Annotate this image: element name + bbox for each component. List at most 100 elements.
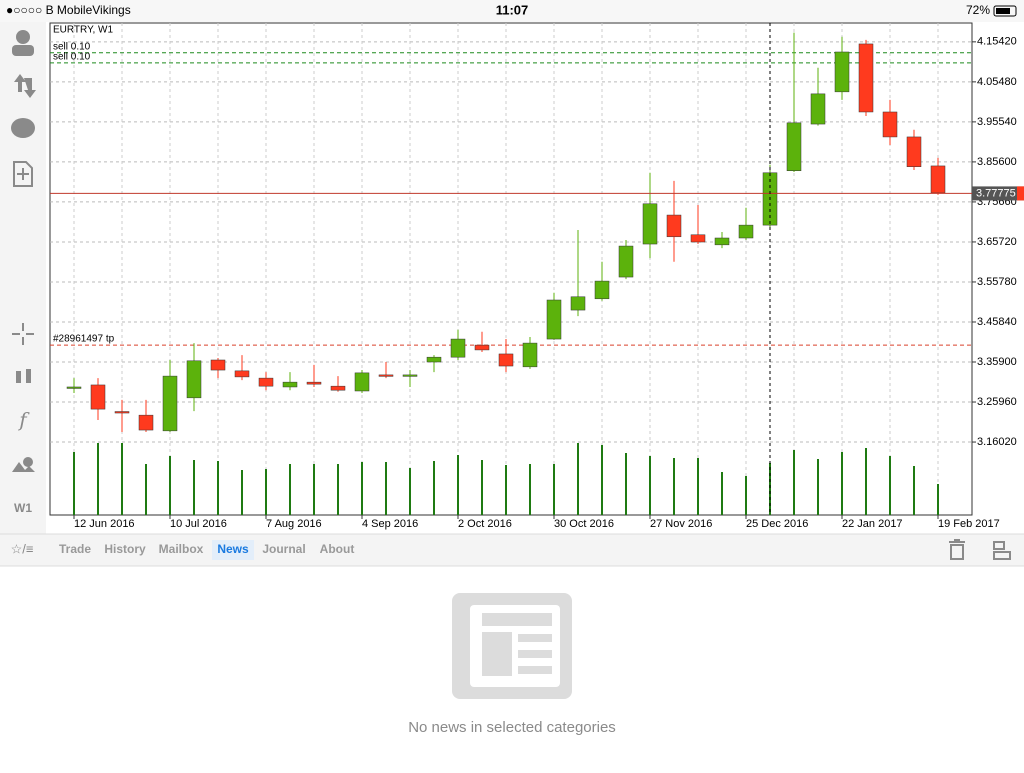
news-icon-photo xyxy=(482,632,512,676)
chart: 4.154204.054803.955403.856003.756603.657… xyxy=(50,23,1024,530)
candle-body xyxy=(426,356,442,363)
candle-body xyxy=(522,342,538,368)
favorites-icon[interactable]: ☆/≡ xyxy=(11,541,34,556)
volume-bar xyxy=(841,452,843,515)
news-icon-line xyxy=(518,634,552,642)
tab[interactable]: History xyxy=(104,542,146,556)
volume-bar xyxy=(625,453,627,515)
chart-type-icon-bar xyxy=(26,369,31,383)
x-tick-label: 2 Oct 2016 xyxy=(458,518,512,530)
account-icon[interactable] xyxy=(16,30,30,44)
volume-bar xyxy=(601,445,603,515)
volume-bar xyxy=(769,463,771,515)
empty-message: No news in selected categories xyxy=(408,719,616,736)
candle-body xyxy=(546,299,562,340)
candle-body xyxy=(402,374,418,377)
volume-bar xyxy=(937,484,939,515)
order-label: sell 0.10 xyxy=(53,41,91,52)
volume-bar xyxy=(121,443,123,515)
volume-bar xyxy=(409,468,411,515)
tab[interactable]: News xyxy=(217,542,249,556)
x-tick-label: 10 Jul 2016 xyxy=(170,518,227,530)
candle-body xyxy=(354,372,370,392)
y-tick-label: 3.65720 xyxy=(977,236,1017,248)
candle-body xyxy=(162,375,178,432)
volume-bar xyxy=(817,459,819,515)
candle-body xyxy=(882,111,898,138)
chat-icon[interactable] xyxy=(11,118,35,138)
volume-bar xyxy=(865,448,867,515)
candle-body xyxy=(690,234,706,243)
candle-body xyxy=(738,224,754,239)
volume-bar xyxy=(745,476,747,515)
candle-body xyxy=(666,214,682,238)
candle-body xyxy=(90,384,106,410)
current-price-label: 3.77775 xyxy=(976,187,1016,199)
x-tick-label: 19 Feb 2017 xyxy=(938,518,1000,530)
y-tick-label: 3.55780 xyxy=(977,276,1017,288)
timeframe[interactable]: W1 xyxy=(14,501,32,515)
battery-level: 72% xyxy=(966,3,990,17)
volume-bar xyxy=(577,443,579,515)
candle-body xyxy=(210,359,226,371)
y-tick-label: 3.35900 xyxy=(977,356,1017,368)
trade-icon[interactable] xyxy=(14,74,36,98)
clock: 11:07 xyxy=(496,2,529,17)
y-tick-label: 3.45840 xyxy=(977,316,1017,328)
candle-body xyxy=(66,386,82,389)
volume-bar xyxy=(313,464,315,515)
y-tick-label: 3.95540 xyxy=(977,116,1017,128)
candle-body xyxy=(906,136,922,167)
crosshair-icon[interactable] xyxy=(12,323,34,345)
tab[interactable]: About xyxy=(320,542,355,556)
volume-bar xyxy=(721,472,723,515)
tab-highlight xyxy=(212,540,254,560)
volume-bar xyxy=(193,460,195,515)
news-icon-line xyxy=(518,650,552,658)
x-tick-label: 27 Nov 2016 xyxy=(650,518,712,530)
order-label: #28961497 tp xyxy=(53,334,115,345)
candle-body xyxy=(282,381,298,388)
sidebar xyxy=(0,22,46,534)
candle-body xyxy=(570,296,586,311)
volume-bar xyxy=(457,455,459,515)
new-order-plus xyxy=(17,168,29,180)
volume-bar xyxy=(385,462,387,515)
volume-bar xyxy=(529,464,531,515)
candle-body xyxy=(186,360,202,399)
candle-body xyxy=(642,203,658,245)
volume-bar xyxy=(73,452,75,515)
x-tick-label: 7 Aug 2016 xyxy=(266,518,322,530)
volume-bar xyxy=(889,456,891,515)
volume-bar xyxy=(553,464,555,515)
x-tick-label: 30 Oct 2016 xyxy=(554,518,614,530)
volume-bar xyxy=(433,461,435,515)
tab[interactable]: Journal xyxy=(262,542,305,556)
new-order-icon[interactable] xyxy=(13,161,33,187)
layout-icon[interactable] xyxy=(993,541,1011,560)
delete-icon[interactable] xyxy=(949,539,965,560)
y-tick-label: 4.15420 xyxy=(977,36,1017,48)
y-tick-label: 3.16020 xyxy=(977,436,1017,448)
candle-body xyxy=(786,122,802,172)
candle-body xyxy=(930,165,946,194)
current-price-badge xyxy=(972,186,1024,201)
chart-type-icon[interactable] xyxy=(16,371,21,383)
objects-icon[interactable] xyxy=(12,462,35,472)
tab[interactable]: Mailbox xyxy=(159,542,204,556)
candle-body xyxy=(450,338,466,358)
x-tick-label: 4 Sep 2016 xyxy=(362,518,418,530)
candle-body xyxy=(378,374,394,377)
tab[interactable]: Trade xyxy=(59,542,91,556)
volume-bar xyxy=(481,460,483,515)
account-icon-body xyxy=(12,45,34,56)
x-tick-label: 22 Jan 2017 xyxy=(842,518,903,530)
current-price-marker xyxy=(1017,186,1024,201)
status-bar xyxy=(0,0,1024,22)
candle-body xyxy=(474,344,490,351)
volume-bar xyxy=(361,462,363,515)
volume-bar xyxy=(649,456,651,515)
candle-body xyxy=(138,414,154,431)
